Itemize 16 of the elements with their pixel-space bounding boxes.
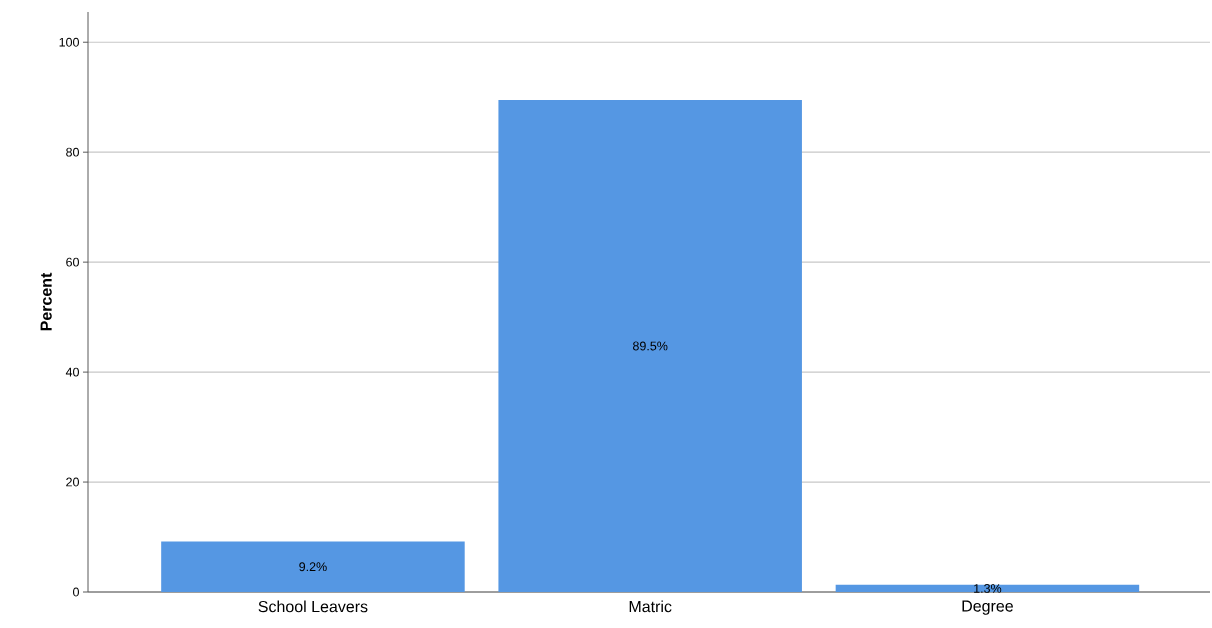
x-tick-label: Degree: [962, 600, 1013, 615]
y-tick-label: 40: [65, 367, 79, 377]
bar: [498, 99, 802, 592]
y-tick-label: 20: [66, 477, 79, 487]
y-tick-label: 60: [66, 257, 79, 267]
y-tick-label: 80: [66, 147, 79, 157]
data-label: 89.5%: [633, 341, 668, 351]
bar: [161, 541, 465, 592]
y-tick-label: 0: [73, 587, 79, 597]
y-axis-title: Percent: [40, 272, 52, 331]
bar: [835, 584, 1140, 592]
x-tick-label: School Leavers: [258, 600, 368, 613]
y-tick-label: 100: [59, 37, 79, 47]
data-label: 9.2%: [299, 562, 327, 572]
x-tick-label: Matric: [629, 600, 672, 613]
data-label: 1.3%: [974, 584, 1002, 593]
